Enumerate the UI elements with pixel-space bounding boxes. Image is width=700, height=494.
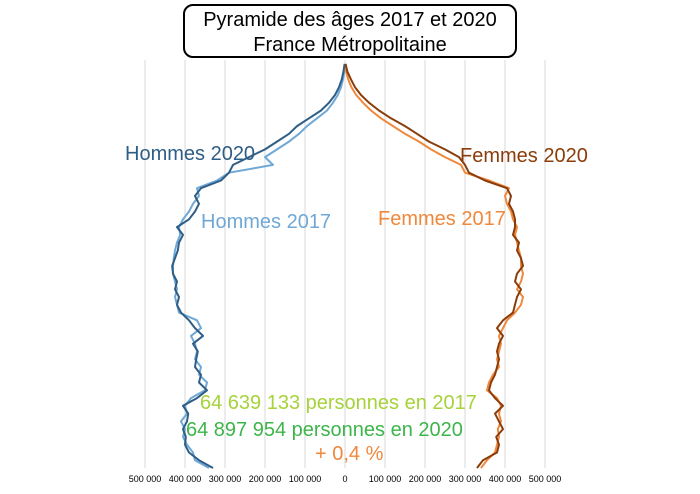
x-tick-label: 100 000 xyxy=(289,474,322,484)
x-tick-labels: 500 000 400 000 300 000 200 000 100 000 0 100 … xyxy=(129,474,562,484)
series-line-hommes-2020 xyxy=(171,63,346,469)
x-tick-label: 200 000 xyxy=(249,474,282,484)
chart-title-line-2: France Métropolitaine xyxy=(253,34,447,56)
gridlines xyxy=(144,60,546,468)
total-2017-annotation: 64 639 133 personnes en 2017 xyxy=(200,392,477,414)
x-tick-label: 400 000 xyxy=(169,474,202,484)
series-label-femmes-2017: Femmes 2017 xyxy=(378,208,506,230)
chart-title-box: Pyramide des âges 2017 et 2020 France Mé… xyxy=(183,4,517,58)
series-label-femmes-2020: Femmes 2020 xyxy=(460,145,588,167)
x-tick-label: 500 000 xyxy=(129,474,162,484)
x-tick-label: 0 xyxy=(342,474,347,484)
series-lines xyxy=(171,63,524,469)
change-annotation: + 0,4 % xyxy=(315,443,384,465)
x-tick-label: 400 000 xyxy=(489,474,522,484)
x-tick-label: 300 000 xyxy=(209,474,242,484)
x-tick-label: 200 000 xyxy=(409,474,442,484)
x-tick-label: 500 000 xyxy=(529,474,562,484)
series-label-hommes-2017: Hommes 2017 xyxy=(201,211,331,233)
series-line-femmes-2020 xyxy=(344,63,524,469)
x-tick-label: 100 000 xyxy=(369,474,402,484)
series-label-hommes-2020: Hommes 2020 xyxy=(125,143,255,165)
total-2020-annotation: 64 897 954 personnes en 2020 xyxy=(186,419,463,441)
chart-title-line-1: Pyramide des âges 2017 et 2020 xyxy=(203,9,497,31)
x-tick-label: 300 000 xyxy=(449,474,482,484)
